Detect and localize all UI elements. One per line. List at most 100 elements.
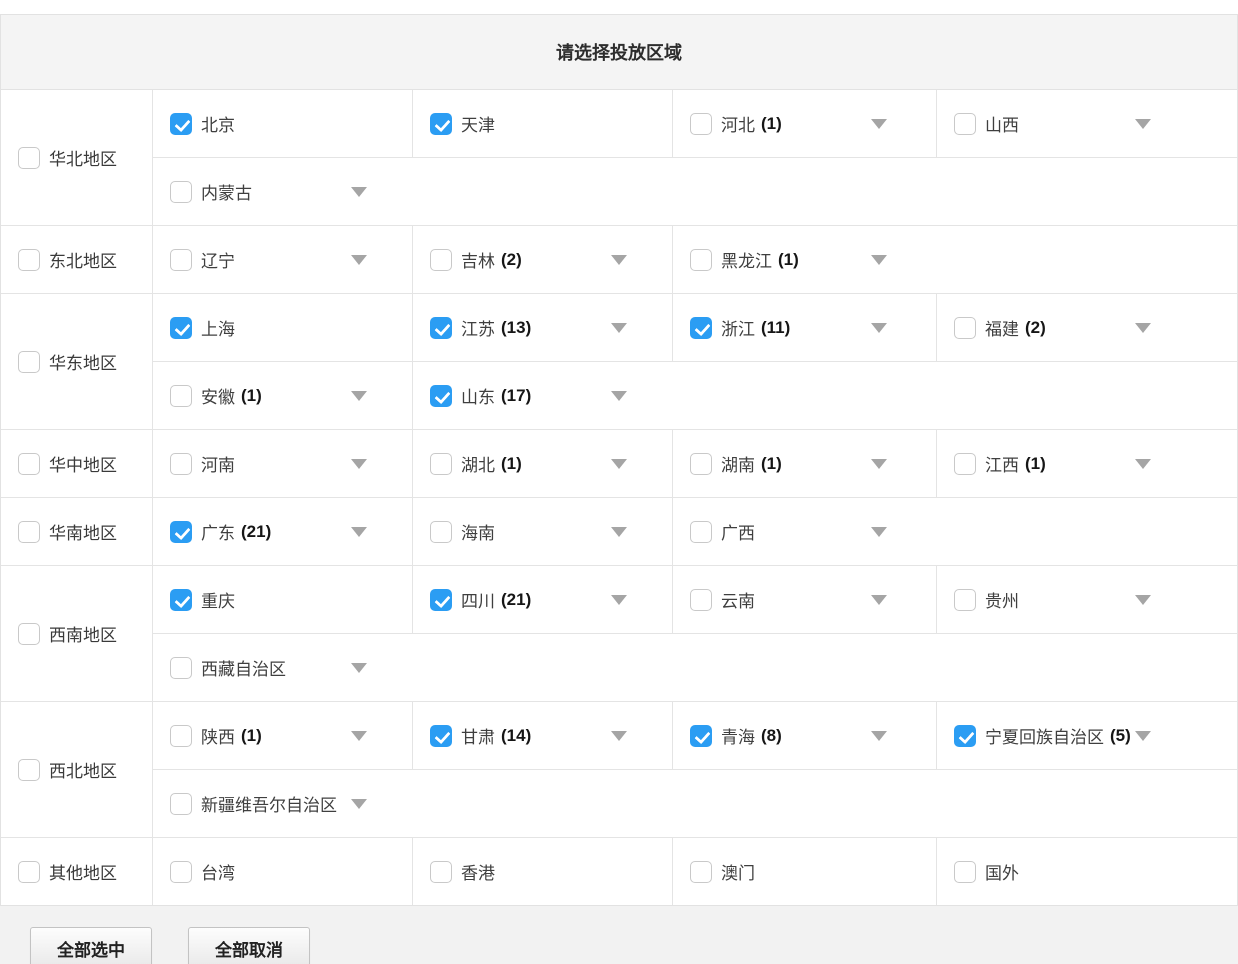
province-item[interactable]: 安徽 (1) [170, 383, 390, 408]
province-item[interactable]: 广东 (21) [170, 519, 390, 544]
chevron-down-icon[interactable] [1135, 322, 1151, 333]
province-item[interactable]: 山东 (17) [430, 383, 650, 408]
region-group-cell[interactable]: 西北地区 [1, 702, 153, 837]
province-checkbox[interactable] [690, 520, 712, 543]
chevron-down-icon[interactable] [1135, 594, 1151, 605]
region-group-checkbox[interactable] [18, 452, 40, 475]
province-checkbox[interactable] [690, 248, 712, 271]
region-group-cell[interactable]: 华南地区 [1, 498, 153, 565]
province-checkbox[interactable] [430, 860, 452, 883]
chevron-down-icon[interactable] [611, 322, 627, 333]
chevron-down-icon[interactable] [611, 526, 627, 537]
chevron-down-icon[interactable] [1135, 458, 1151, 469]
chevron-down-icon[interactable] [871, 118, 887, 129]
chevron-down-icon[interactable] [611, 390, 627, 401]
province-item[interactable]: 北京 [170, 111, 390, 136]
province-item[interactable]: 贵州 [954, 587, 1174, 612]
province-item[interactable]: 江苏 (13) [430, 315, 650, 340]
chevron-down-icon[interactable] [871, 730, 887, 741]
province-checkbox[interactable] [170, 112, 192, 135]
province-item[interactable]: 青海 (8) [690, 723, 910, 748]
province-checkbox[interactable] [954, 112, 976, 135]
province-checkbox[interactable] [170, 452, 192, 475]
province-item[interactable]: 辽宁 [170, 247, 390, 272]
chevron-down-icon[interactable] [611, 458, 627, 469]
chevron-down-icon[interactable] [351, 458, 367, 469]
region-group-checkbox[interactable] [18, 146, 40, 169]
region-group-cell[interactable]: 东北地区 [1, 226, 153, 293]
province-checkbox[interactable] [170, 656, 192, 679]
region-group-cell[interactable]: 西南地区 [1, 566, 153, 701]
province-checkbox[interactable] [170, 588, 192, 611]
province-checkbox[interactable] [430, 112, 452, 135]
province-checkbox[interactable] [170, 180, 192, 203]
province-checkbox[interactable] [170, 316, 192, 339]
province-checkbox[interactable] [170, 724, 192, 747]
region-group-checkbox[interactable] [18, 758, 40, 781]
province-item[interactable]: 黑龙江 (1) [690, 247, 910, 272]
province-checkbox[interactable] [690, 112, 712, 135]
province-item[interactable]: 四川 (21) [430, 587, 650, 612]
chevron-down-icon[interactable] [871, 526, 887, 537]
select-all-button[interactable]: 全部选中 [30, 927, 152, 964]
province-checkbox[interactable] [430, 384, 452, 407]
province-item[interactable]: 江西 (1) [954, 451, 1174, 476]
chevron-down-icon[interactable] [351, 730, 367, 741]
province-checkbox[interactable] [170, 860, 192, 883]
region-group-checkbox[interactable] [18, 622, 40, 645]
province-item[interactable]: 陕西 (1) [170, 723, 390, 748]
province-checkbox[interactable] [170, 384, 192, 407]
chevron-down-icon[interactable] [611, 594, 627, 605]
province-checkbox[interactable] [690, 724, 712, 747]
chevron-down-icon[interactable] [871, 254, 887, 265]
province-item[interactable]: 内蒙古 [170, 179, 390, 204]
province-item[interactable]: 河南 [170, 451, 390, 476]
chevron-down-icon[interactable] [351, 798, 367, 809]
region-group-checkbox[interactable] [18, 860, 40, 883]
province-item[interactable]: 宁夏回族自治区 (5) [954, 723, 1174, 748]
deselect-all-button[interactable]: 全部取消 [188, 927, 310, 964]
province-checkbox[interactable] [690, 588, 712, 611]
province-checkbox[interactable] [430, 316, 452, 339]
chevron-down-icon[interactable] [871, 322, 887, 333]
province-item[interactable]: 澳门 [690, 859, 910, 884]
province-checkbox[interactable] [430, 452, 452, 475]
chevron-down-icon[interactable] [611, 730, 627, 741]
chevron-down-icon[interactable] [1135, 730, 1151, 741]
region-group-checkbox[interactable] [18, 350, 40, 373]
province-item[interactable]: 河北 (1) [690, 111, 910, 136]
region-group-cell[interactable]: 华北地区 [1, 90, 153, 225]
province-item[interactable]: 香港 [430, 859, 650, 884]
region-group-cell[interactable]: 华中地区 [1, 430, 153, 497]
province-item[interactable]: 福建 (2) [954, 315, 1174, 340]
province-checkbox[interactable] [954, 724, 976, 747]
chevron-down-icon[interactable] [871, 594, 887, 605]
province-item[interactable]: 浙江 (11) [690, 315, 910, 340]
province-checkbox[interactable] [430, 724, 452, 747]
province-checkbox[interactable] [954, 860, 976, 883]
province-item[interactable]: 湖南 (1) [690, 451, 910, 476]
chevron-down-icon[interactable] [351, 526, 367, 537]
province-checkbox[interactable] [430, 520, 452, 543]
province-item[interactable]: 海南 [430, 519, 650, 544]
chevron-down-icon[interactable] [351, 390, 367, 401]
province-checkbox[interactable] [430, 248, 452, 271]
province-checkbox[interactable] [954, 316, 976, 339]
chevron-down-icon[interactable] [351, 662, 367, 673]
province-checkbox[interactable] [690, 316, 712, 339]
province-item[interactable]: 湖北 (1) [430, 451, 650, 476]
province-checkbox[interactable] [430, 588, 452, 611]
province-item[interactable]: 重庆 [170, 587, 390, 612]
province-checkbox[interactable] [954, 588, 976, 611]
chevron-down-icon[interactable] [351, 254, 367, 265]
region-group-cell[interactable]: 华东地区 [1, 294, 153, 429]
region-group-checkbox[interactable] [18, 248, 40, 271]
province-checkbox[interactable] [690, 452, 712, 475]
province-item[interactable]: 天津 [430, 111, 650, 136]
province-checkbox[interactable] [690, 860, 712, 883]
chevron-down-icon[interactable] [611, 254, 627, 265]
province-checkbox[interactable] [170, 520, 192, 543]
province-checkbox[interactable] [954, 452, 976, 475]
province-item[interactable]: 云南 [690, 587, 910, 612]
chevron-down-icon[interactable] [871, 458, 887, 469]
